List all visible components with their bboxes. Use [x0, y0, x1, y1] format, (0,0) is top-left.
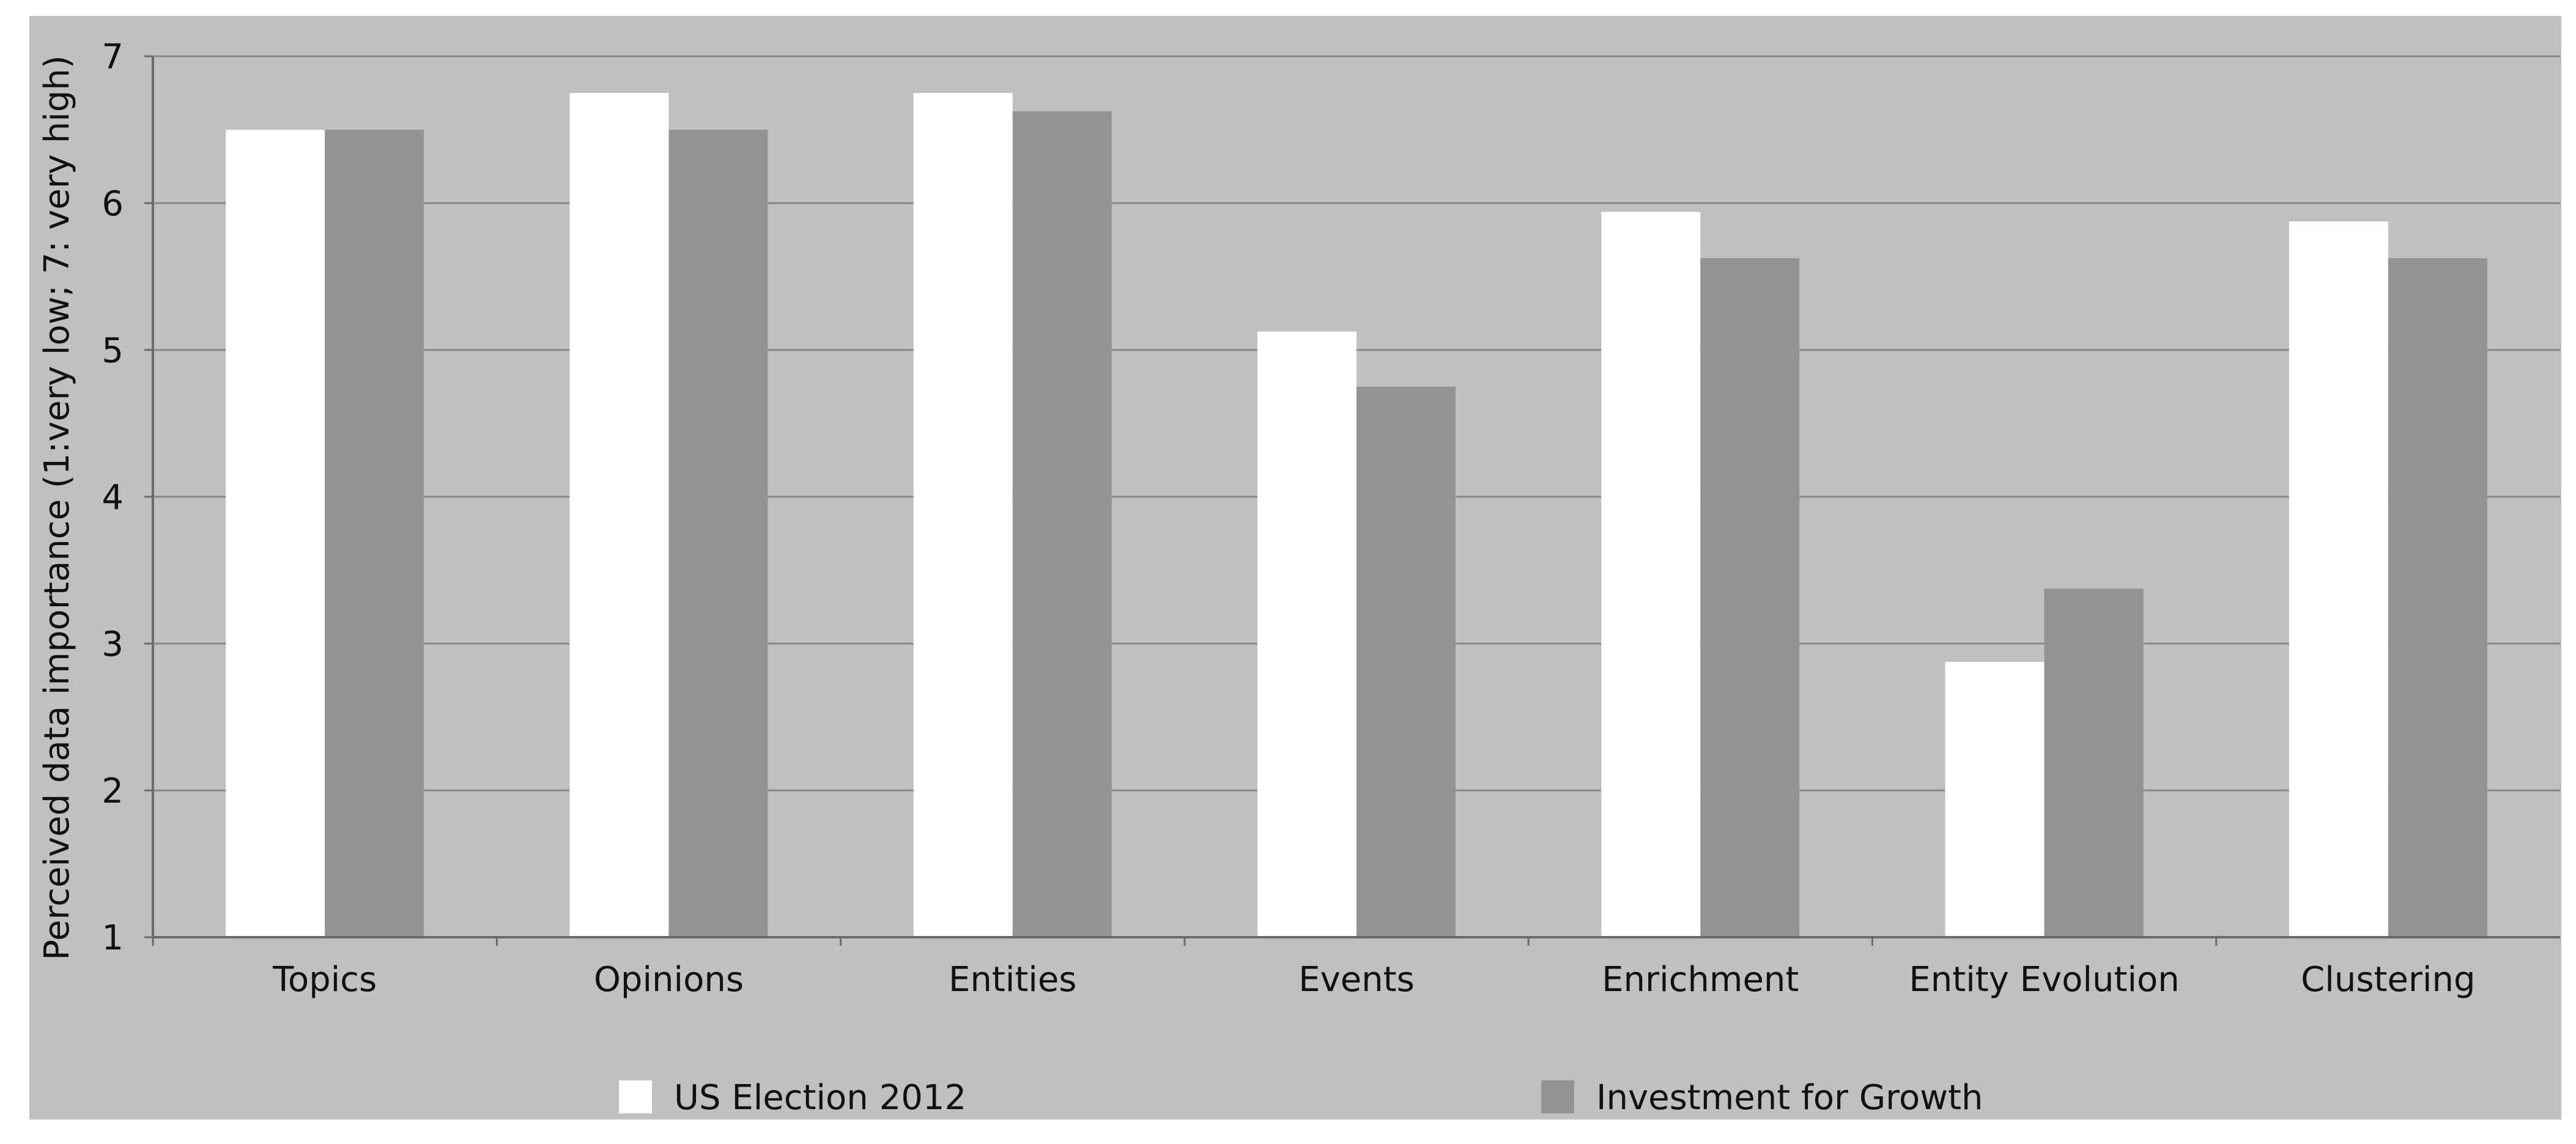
- bar-us-election-2012: [1257, 332, 1356, 937]
- y-tick-label: 7: [102, 37, 124, 77]
- y-tick-label: 4: [102, 478, 124, 518]
- y-tick-label: 2: [102, 771, 124, 811]
- legend-swatch: [619, 1080, 652, 1113]
- bar-investment-for-growth: [1356, 387, 1456, 937]
- x-tick-label: Clustering: [2301, 960, 2475, 1000]
- bar-investment-for-growth: [2044, 589, 2144, 937]
- bar-investment-for-growth: [668, 130, 768, 937]
- bar-us-election-2012: [1601, 212, 1701, 937]
- bar-us-election-2012: [569, 93, 669, 937]
- y-tick-label: 5: [102, 331, 124, 371]
- bar-us-election-2012: [2289, 221, 2388, 937]
- bar-investment-for-growth: [1012, 111, 1112, 937]
- x-tick-label: Opinions: [594, 960, 744, 1000]
- legend-swatch: [1541, 1080, 1574, 1113]
- y-tick-label: 3: [102, 625, 124, 664]
- x-tick-label: Entity Evolution: [1909, 960, 2179, 1000]
- legend: US Election 2012 Investment for Growth: [619, 1078, 1983, 1118]
- y-tick-label: 1: [102, 918, 124, 958]
- axes: 1 2 3 4 5 6 7 Topics Opinions Entities Events Enric…: [102, 37, 2560, 1000]
- x-tick-label: Topics: [272, 960, 377, 1000]
- bars: [226, 93, 2487, 937]
- y-tick-label: 6: [102, 184, 124, 224]
- bar-investment-for-growth: [2388, 258, 2487, 937]
- bar-us-election-2012: [1945, 662, 2045, 937]
- bar-us-election-2012: [913, 93, 1013, 937]
- bar-investment-for-growth: [1700, 258, 1800, 937]
- x-tick-label: Enrichment: [1602, 960, 1799, 1000]
- x-tick-label: Events: [1298, 960, 1415, 1000]
- x-tick-label: Entities: [949, 960, 1077, 1000]
- y-axis-title: Perceived data importance (1:very low; 7…: [37, 55, 77, 960]
- bar-investment-for-growth: [325, 130, 424, 937]
- legend-label: Investment for Growth: [1596, 1078, 1983, 1118]
- bar-us-election-2012: [226, 130, 325, 937]
- legend-label: US Election 2012: [674, 1078, 966, 1118]
